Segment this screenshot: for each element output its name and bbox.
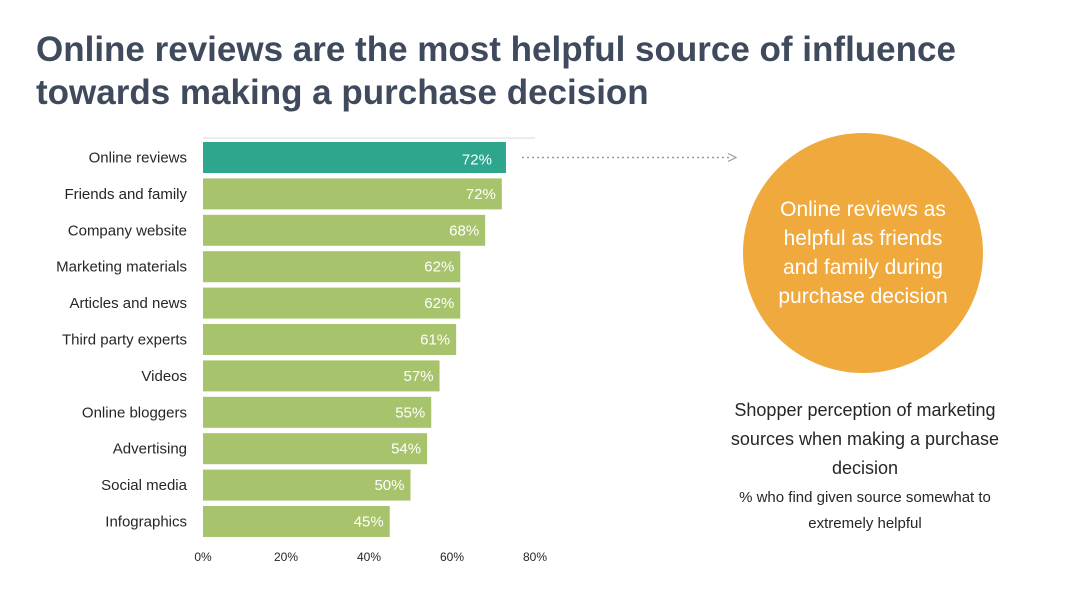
category-label: Company website bbox=[68, 222, 187, 239]
category-label: Marketing materials bbox=[56, 259, 187, 276]
bar-value-label: 45% bbox=[354, 514, 384, 531]
caption-main: Shopper perception of marketing sources … bbox=[730, 400, 1000, 478]
chart-caption: Shopper perception of marketing sources … bbox=[705, 396, 1025, 537]
bar-value-label: 57% bbox=[404, 368, 434, 385]
category-label: Online bloggers bbox=[82, 404, 187, 421]
bar-value-label: 50% bbox=[374, 477, 404, 494]
bar-10 bbox=[203, 469, 411, 501]
caption-sub: % who find given source somewhat to extr… bbox=[739, 489, 991, 532]
bar-4 bbox=[203, 251, 461, 283]
bar-value-label: 62% bbox=[424, 259, 454, 276]
bar-value-label: 54% bbox=[391, 441, 421, 458]
category-label: Infographics bbox=[105, 514, 187, 531]
x-tick-label: 20% bbox=[274, 550, 298, 564]
bar-11 bbox=[203, 506, 390, 537]
bar-5 bbox=[203, 287, 461, 319]
category-label: Articles and news bbox=[69, 295, 187, 312]
category-label: Advertising bbox=[113, 441, 187, 458]
bar-value-label: 62% bbox=[424, 295, 454, 312]
page-title: Online reviews are the most helpful sour… bbox=[36, 30, 956, 112]
bar-9 bbox=[203, 433, 428, 465]
bar-3 bbox=[203, 214, 486, 246]
bar-8 bbox=[203, 396, 432, 428]
arrow-head-icon bbox=[727, 152, 738, 163]
callout-text: Online reviews as helpful as friends and… bbox=[778, 198, 948, 308]
bar-value-label: 61% bbox=[420, 332, 450, 349]
bar-1 bbox=[203, 142, 506, 173]
bar-7 bbox=[203, 360, 440, 392]
x-tick-label: 0% bbox=[194, 550, 212, 564]
category-label: Social media bbox=[101, 477, 188, 494]
category-label: Videos bbox=[141, 368, 187, 385]
bar-value-label: 72% bbox=[462, 152, 492, 169]
bar-value-label: 72% bbox=[466, 186, 496, 203]
category-label: Friends and family bbox=[64, 186, 187, 203]
bar-value-label: 68% bbox=[449, 222, 479, 239]
bar-6 bbox=[203, 324, 457, 355]
bar-value-label: 55% bbox=[395, 404, 425, 421]
category-label: Online reviews bbox=[89, 150, 187, 167]
x-tick-label: 40% bbox=[357, 550, 381, 564]
x-tick-label: 80% bbox=[523, 550, 547, 564]
callout-circle: Online reviews as helpful as friends and… bbox=[743, 133, 983, 373]
category-label: Third party experts bbox=[62, 332, 187, 349]
x-tick-label: 60% bbox=[440, 550, 464, 564]
bar-2 bbox=[203, 178, 502, 210]
